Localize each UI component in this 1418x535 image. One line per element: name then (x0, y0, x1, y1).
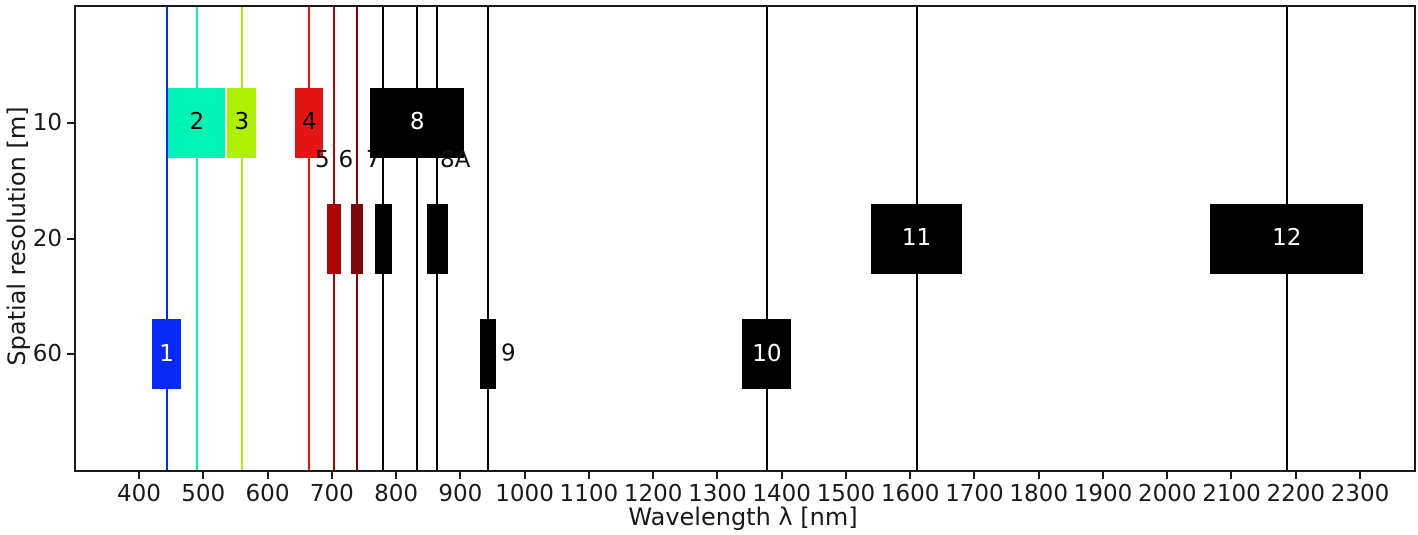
x-tick-2100 (1230, 472, 1233, 479)
x-tick-label-700: 700 (309, 481, 354, 507)
x-tick-label-500: 500 (181, 481, 226, 507)
x-tick-2000 (1166, 472, 1169, 479)
band-9-label: 9 (500, 340, 516, 367)
x-tick-2200 (1294, 472, 1297, 479)
y-tick-10 (67, 121, 74, 124)
x-tick-1900 (1101, 472, 1104, 479)
band-12-box: 12 (1210, 203, 1364, 274)
band-8-center-line (416, 7, 419, 470)
x-tick-1500 (844, 472, 847, 479)
x-tick-label-1000: 1000 (495, 481, 554, 507)
band-9-center-line (486, 7, 489, 470)
x-tick-label-800: 800 (374, 481, 418, 507)
x-tick-label-400: 400 (117, 481, 161, 507)
x-tick-1000 (523, 472, 526, 479)
band-1-label: 1 (159, 340, 174, 367)
band-8A-box (426, 203, 448, 274)
x-tick-1300 (716, 472, 719, 479)
x-tick-label-2300: 2300 (1330, 481, 1390, 507)
plot-area: 1 2 3 4 5 6 7 8 8A 9 10 11 12 (74, 5, 1416, 472)
x-tick-label-1300: 1300 (688, 481, 747, 507)
x-tick-label-1600: 1600 (880, 481, 940, 507)
x-tick-800 (395, 472, 398, 479)
x-tick-label-2200: 2200 (1266, 481, 1326, 507)
band-6-label: 6 (338, 146, 354, 173)
x-tick-label-2100: 2100 (1202, 481, 1261, 507)
band-11-box: 11 (871, 203, 962, 274)
band-10-label: 10 (752, 340, 782, 367)
y-axis-title: Spatial resolution [m] (3, 106, 31, 366)
band-4-box: 4 (295, 87, 324, 158)
x-tick-label-2000: 2000 (1137, 481, 1197, 507)
x-tick-label-1700: 1700 (945, 481, 1004, 507)
band-4-center-line (308, 7, 311, 470)
band-2-label: 2 (189, 109, 205, 136)
x-tick-label-900: 900 (438, 481, 483, 507)
x-tick-500 (202, 472, 205, 479)
x-tick-400 (137, 472, 140, 479)
y-tick-label-10: 10 (32, 109, 62, 136)
y-tick-60 (67, 353, 74, 356)
band-3-label: 3 (234, 109, 250, 136)
band-9-box (479, 319, 496, 390)
band-3-center-line (240, 7, 243, 470)
band-12-label: 12 (1272, 225, 1302, 251)
x-tick-1200 (652, 472, 655, 479)
x-tick-label-1500: 1500 (816, 481, 876, 507)
band-6-box (351, 203, 363, 274)
band-8A-label: 8A (439, 146, 471, 173)
x-tick-label-1900: 1900 (1073, 481, 1133, 507)
x-axis-title: Wavelength λ [nm] (628, 503, 858, 531)
y-tick-label-20: 20 (32, 225, 62, 252)
band-7-box (374, 203, 392, 274)
x-tick-700 (330, 472, 333, 479)
x-tick-label-1200: 1200 (623, 481, 683, 507)
band-11-label: 11 (901, 225, 932, 251)
x-tick-1600 (909, 472, 912, 479)
x-tick-label-600: 600 (245, 481, 290, 507)
y-tick-label-60: 60 (32, 341, 62, 368)
x-tick-1100 (587, 472, 590, 479)
band-10-box: 10 (742, 319, 792, 390)
x-tick-label-1800: 1800 (1009, 481, 1068, 507)
x-tick-600 (266, 472, 269, 479)
band-4-label: 4 (301, 109, 317, 136)
x-tick-900 (459, 472, 462, 479)
x-tick-1800 (1037, 472, 1040, 479)
band-2-box: 2 (168, 87, 226, 158)
band-1-center-line (165, 7, 168, 470)
band-2-center-line (195, 7, 198, 470)
x-tick-label-1100: 1100 (559, 481, 619, 507)
band-8-label: 8 (409, 109, 425, 136)
band-5-box (327, 203, 342, 274)
x-tick-1400 (780, 472, 783, 479)
band-3-box: 3 (227, 87, 257, 158)
band-8-box: 8 (370, 87, 465, 158)
band-5-label: 5 (315, 146, 330, 173)
band-1-box: 1 (152, 319, 182, 390)
x-tick-label-1400: 1400 (752, 481, 811, 507)
x-tick-1700 (973, 472, 976, 479)
x-tick-2300 (1359, 472, 1362, 479)
y-tick-20 (67, 237, 74, 240)
band-10-center-line (765, 7, 768, 470)
